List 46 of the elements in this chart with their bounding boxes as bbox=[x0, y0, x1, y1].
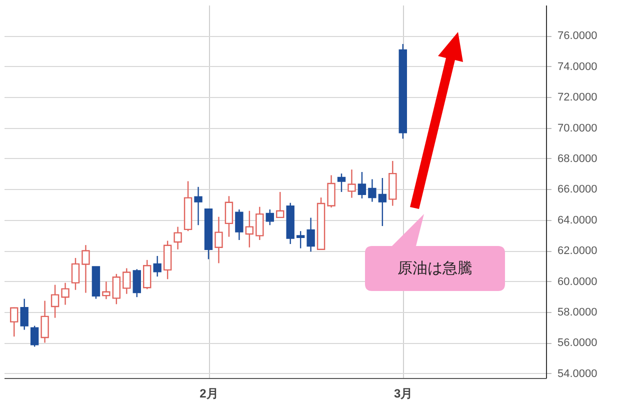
candlestick bbox=[327, 174, 336, 208]
y-tick-label: 76.0000 bbox=[558, 30, 598, 42]
candlestick bbox=[20, 298, 28, 330]
y-tick-label: 70.0000 bbox=[558, 122, 598, 134]
y-tick-label: 62.0000 bbox=[558, 245, 598, 258]
candlestick bbox=[276, 191, 284, 218]
candlestick bbox=[194, 186, 202, 226]
candlestick bbox=[30, 325, 39, 348]
candlestick bbox=[214, 216, 223, 264]
candlestick bbox=[132, 268, 141, 298]
candlestick bbox=[348, 168, 356, 198]
y-tick-label: 66.0000 bbox=[558, 184, 598, 196]
candlestick bbox=[143, 259, 152, 290]
y-tick-label: 54.0000 bbox=[558, 368, 598, 380]
candlestick bbox=[61, 282, 70, 306]
candlestick bbox=[102, 281, 110, 300]
candlestick bbox=[235, 208, 244, 241]
x-tick-label: 2月 bbox=[200, 386, 218, 400]
candlestick bbox=[82, 244, 90, 294]
candlestick bbox=[358, 171, 366, 200]
y-tick-label: 74.0000 bbox=[558, 60, 598, 73]
y-tick-label: 72.0000 bbox=[558, 92, 598, 104]
candlestick bbox=[153, 255, 162, 278]
candlestick bbox=[50, 284, 60, 318]
candlestick bbox=[337, 172, 346, 193]
candlestick bbox=[256, 206, 264, 241]
candlestick bbox=[368, 178, 376, 202]
candlestick bbox=[174, 226, 182, 250]
y-tick-label: 60.0000 bbox=[558, 276, 598, 288]
y-tick-label: 56.0000 bbox=[558, 337, 598, 350]
x-tick-label: 3月 bbox=[394, 386, 413, 400]
candlestick bbox=[224, 196, 234, 238]
candlestick bbox=[245, 210, 254, 248]
candlestick bbox=[378, 177, 387, 227]
candlestick bbox=[296, 230, 305, 249]
y-tick-label: 58.0000 bbox=[558, 306, 598, 318]
candlestick bbox=[40, 300, 49, 344]
candlestick bbox=[10, 306, 18, 338]
candlestick bbox=[112, 273, 121, 305]
y-tick-label: 68.0000 bbox=[558, 153, 598, 165]
y-tick-label: 64.0000 bbox=[558, 214, 598, 226]
candlestick bbox=[122, 268, 131, 294]
candlestick bbox=[266, 208, 274, 226]
candlestick bbox=[71, 257, 80, 290]
annotation: 原油は急騰 bbox=[396, 258, 474, 278]
candlestick bbox=[306, 217, 315, 252]
